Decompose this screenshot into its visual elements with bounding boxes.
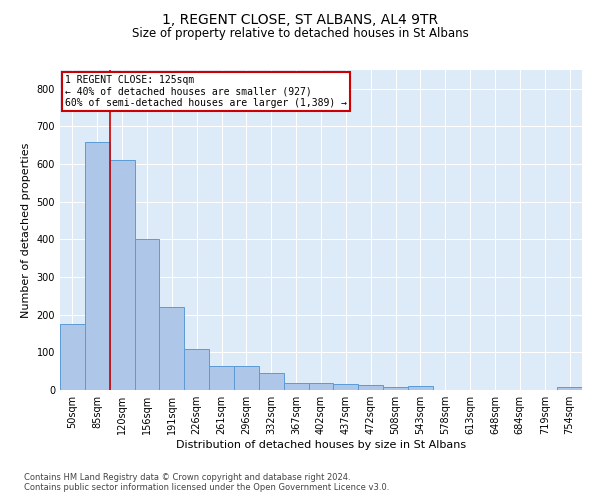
X-axis label: Distribution of detached houses by size in St Albans: Distribution of detached houses by size …	[176, 440, 466, 450]
Bar	[85, 142, 110, 390]
Bar	[408, 386, 433, 390]
Bar	[308, 383, 334, 390]
Bar	[234, 366, 259, 390]
Text: 1 REGENT CLOSE: 125sqm
← 40% of detached houses are smaller (927)
60% of semi-de: 1 REGENT CLOSE: 125sqm ← 40% of detached…	[65, 75, 347, 108]
Bar	[160, 307, 184, 390]
Y-axis label: Number of detached properties: Number of detached properties	[21, 142, 31, 318]
Bar	[184, 348, 209, 390]
Text: Contains public sector information licensed under the Open Government Licence v3: Contains public sector information licen…	[24, 484, 389, 492]
Text: Size of property relative to detached houses in St Albans: Size of property relative to detached ho…	[131, 28, 469, 40]
Bar	[259, 373, 284, 390]
Bar	[134, 240, 160, 390]
Bar	[334, 384, 358, 390]
Bar	[110, 160, 134, 390]
Text: 1, REGENT CLOSE, ST ALBANS, AL4 9TR: 1, REGENT CLOSE, ST ALBANS, AL4 9TR	[162, 12, 438, 26]
Text: Contains HM Land Registry data © Crown copyright and database right 2024.: Contains HM Land Registry data © Crown c…	[24, 474, 350, 482]
Bar	[284, 383, 308, 390]
Bar	[209, 366, 234, 390]
Bar	[557, 387, 582, 390]
Bar	[383, 387, 408, 390]
Bar	[60, 324, 85, 390]
Bar	[358, 386, 383, 390]
